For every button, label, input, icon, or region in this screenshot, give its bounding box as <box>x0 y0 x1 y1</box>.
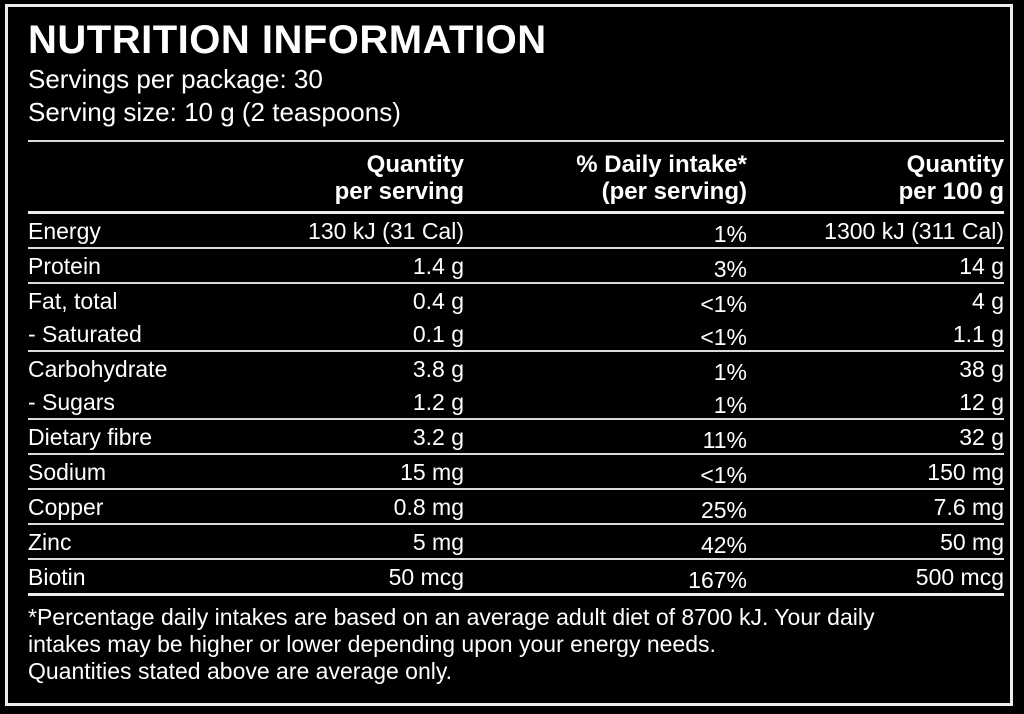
footnote-line-1: *Percentage daily intakes are based on a… <box>28 604 875 630</box>
daily-intake-value: <1% <box>700 462 747 488</box>
table-row: - Saturated 0.1 g <1% 1.1 g <box>28 317 1004 351</box>
nutrient-name: Fat, total <box>28 288 118 314</box>
nutrient-name: - Sugars <box>28 389 115 415</box>
daily-intake-value: 1% <box>713 221 747 247</box>
quantity-per-serving-value: 130 kJ (31 Cal) <box>308 218 464 244</box>
daily-intake-value: 167% <box>688 567 747 593</box>
nutrition-panel: NUTRITION INFORMATION Servings per packa… <box>5 4 1013 706</box>
quantity-per-100g-value: 1.1 g <box>952 321 1004 347</box>
quantity-per-serving-value: 5 mg <box>412 529 464 555</box>
quantity-per-100g-value: 50 mg <box>940 529 1004 555</box>
header-quantity-per-serving-line1: Quantity <box>366 151 464 178</box>
footnote-line-2: intakes may be higher or lower depending… <box>28 631 716 657</box>
quantity-per-100g-value: 500 mcg <box>915 564 1004 590</box>
nutrient-name: Biotin <box>28 564 86 590</box>
panel-content: NUTRITION INFORMATION Servings per packa… <box>8 7 1010 685</box>
table-row: Zinc 5 mg 42% 50 mg <box>28 523 1004 559</box>
header-daily-intake: % Daily intake* (per serving) <box>464 140 747 214</box>
servings-per-package: Servings per package: 30 <box>28 64 323 94</box>
quantity-per-serving-value: 3.8 g <box>412 356 464 382</box>
daily-intake-value: 1% <box>713 359 747 385</box>
quantity-per-100g-value: 150 mg <box>927 459 1004 485</box>
table-row: - Sugars 1.2 g 1% 12 g <box>28 385 1004 419</box>
nutrient-name: Protein <box>28 253 101 279</box>
table-row: Copper 0.8 mg 25% 7.6 mg <box>28 488 1004 524</box>
table-row: Energy 130 kJ (31 Cal) 1% 1300 kJ (311 C… <box>28 213 1004 249</box>
quantity-per-serving-value: 0.8 mg <box>393 494 464 520</box>
nutrition-table: Quantity per serving % Daily intake* (pe… <box>28 140 1004 596</box>
table-row: Protein 1.4 g 3% 14 g <box>28 247 1004 283</box>
quantity-per-serving-value: 3.2 g <box>412 424 464 450</box>
header-daily-intake-line1: % Daily intake* <box>576 151 747 178</box>
footnote: *Percentage daily intakes are based on a… <box>28 604 998 685</box>
daily-intake-value: 3% <box>713 256 747 282</box>
table-row: Biotin 50 mcg 167% 500 mcg <box>28 558 1004 595</box>
header-quantity-per-serving: Quantity per serving <box>268 140 464 214</box>
table-row: Sodium 15 mg <1% 150 mg <box>28 453 1004 489</box>
quantity-per-100g-value: 7.6 mg <box>933 494 1004 520</box>
quantity-per-100g-value: 32 g <box>959 424 1004 450</box>
daily-intake-value: 1% <box>713 392 747 418</box>
header-quantity-per-100g: Quantity per 100 g <box>747 140 1004 214</box>
nutrition-table-body: Energy 130 kJ (31 Cal) 1% 1300 kJ (311 C… <box>28 213 1004 595</box>
quantity-per-serving-value: 1.4 g <box>412 253 464 279</box>
header-daily-intake-line2: (per serving) <box>601 178 747 205</box>
nutrient-name: Energy <box>28 218 101 244</box>
table-row: Dietary fibre 3.2 g 11% 32 g <box>28 418 1004 454</box>
nutrient-name: - Saturated <box>28 321 142 347</box>
daily-intake-value: 25% <box>700 497 747 523</box>
table-row: Carbohydrate 3.8 g 1% 38 g <box>28 350 1004 385</box>
footnote-line-3: Quantities stated above are average only… <box>28 658 453 684</box>
daily-intake-value: 42% <box>700 532 747 558</box>
header-quantity-per-100g-line1: Quantity <box>906 151 1004 178</box>
header-quantity-per-100g-line2: per 100 g <box>898 178 1004 205</box>
daily-intake-value: <1% <box>700 324 747 350</box>
header-quantity-per-serving-line2: per serving <box>334 178 464 205</box>
daily-intake-value: <1% <box>700 291 747 317</box>
nutrient-name: Sodium <box>28 459 106 485</box>
nutrient-name: Dietary fibre <box>28 424 152 450</box>
quantity-per-100g-value: 38 g <box>959 356 1004 382</box>
panel-title: NUTRITION INFORMATION <box>28 18 547 62</box>
quantity-per-serving-value: 0.4 g <box>412 288 464 314</box>
header-row: Quantity per serving % Daily intake* (pe… <box>28 140 1004 214</box>
quantity-per-100g-value: 1300 kJ (311 Cal) <box>824 218 1004 244</box>
quantity-per-100g-value: 14 g <box>959 253 1004 279</box>
nutrient-name: Carbohydrate <box>28 356 168 382</box>
nutrient-name: Copper <box>28 494 104 520</box>
quantity-per-serving-value: 50 mcg <box>388 564 464 590</box>
quantity-per-100g-value: 4 g <box>972 288 1004 314</box>
quantity-per-100g-value: 12 g <box>959 389 1004 415</box>
daily-intake-value: 11% <box>702 427 747 453</box>
nutrition-table-header: Quantity per serving % Daily intake* (pe… <box>28 140 1004 214</box>
serving-size: Serving size: 10 g (2 teaspoons) <box>28 97 401 127</box>
quantity-per-serving-value: 0.1 g <box>412 321 464 347</box>
quantity-per-serving-value: 1.2 g <box>412 389 464 415</box>
nutrient-name: Zinc <box>28 529 72 555</box>
header-nutrient-column <box>28 140 268 214</box>
quantity-per-serving-value: 15 mg <box>400 459 464 485</box>
table-row: Fat, total 0.4 g <1% 4 g <box>28 282 1004 317</box>
